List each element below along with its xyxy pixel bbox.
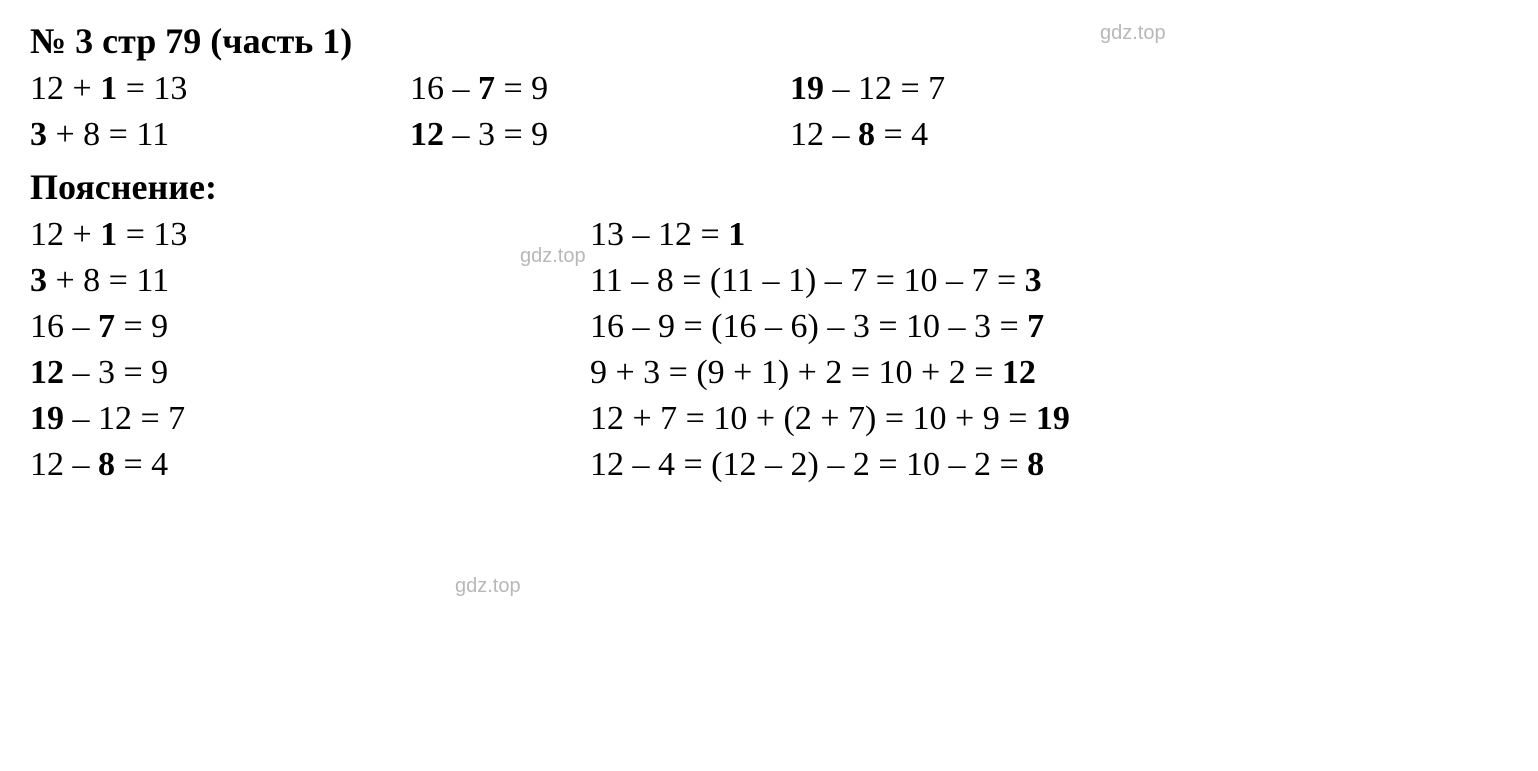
expl-right: 12 – 4 = (12 – 2) – 2 = 10 – 2 = 8 bbox=[550, 446, 1450, 484]
expl-left: 16 – 7 = 9 bbox=[30, 308, 550, 346]
eq-part-c: = 4 bbox=[875, 116, 928, 153]
expl-row: 12 + 1 = 13 13 – 12 = 1 bbox=[30, 216, 1508, 254]
eq-part-b: 3 bbox=[1025, 262, 1042, 299]
expl-right: 12 + 7 = 10 + (2 + 7) = 10 + 9 = 19 bbox=[550, 400, 1450, 438]
eq-part-b: 19 bbox=[790, 70, 824, 107]
eq-part-c: – 3 = 9 bbox=[64, 354, 168, 391]
eq-part-c: = 13 bbox=[117, 70, 187, 107]
expl-right: 11 – 8 = (11 – 1) – 7 = 10 – 7 = 3 bbox=[550, 262, 1450, 300]
eq-cell: 19 – 12 = 7 bbox=[790, 70, 1170, 108]
watermark-bottom: gdz.top bbox=[455, 575, 521, 598]
eq-part-a: 12 – bbox=[790, 116, 858, 153]
eq-part-b: 12 bbox=[1002, 354, 1036, 391]
expl-row: 3 + 8 = 11 11 – 8 = (11 – 1) – 7 = 10 – … bbox=[30, 262, 1508, 300]
eq-part-a: 16 – 9 = (16 – 6) – 3 = 10 – 3 = bbox=[590, 308, 1027, 345]
eq-part-c: = 9 bbox=[495, 70, 548, 107]
eq-part-a: 12 + bbox=[30, 216, 100, 253]
eq-part-b: 12 bbox=[410, 116, 444, 153]
eq-part-a: 12 – 4 = (12 – 2) – 2 = 10 – 2 = bbox=[590, 446, 1027, 483]
expl-right: 9 + 3 = (9 + 1) + 2 = 10 + 2 = 12 bbox=[550, 354, 1450, 392]
eq-part-c: = 4 bbox=[115, 446, 168, 483]
eq-part-b: 7 bbox=[98, 308, 115, 345]
eq-part-c: – 12 = 7 bbox=[824, 70, 945, 107]
eq-part-b: 1 bbox=[100, 216, 117, 253]
eq-part-c: = 13 bbox=[117, 216, 187, 253]
eq-part-b: 1 bbox=[728, 216, 745, 253]
top-row-1: 12 + 1 = 13 16 – 7 = 9 19 – 12 = 7 bbox=[30, 70, 1508, 108]
eq-part-b: 8 bbox=[1027, 446, 1044, 483]
eq-part-c: – 3 = 9 bbox=[444, 116, 548, 153]
explanation-rows: 12 + 1 = 13 13 – 12 = 1 3 + 8 = 11 11 – … bbox=[30, 216, 1508, 484]
expl-row: 16 – 7 = 9 16 – 9 = (16 – 6) – 3 = 10 – … bbox=[30, 308, 1508, 346]
eq-part-a: 12 + bbox=[30, 70, 100, 107]
eq-part-b: 19 bbox=[30, 400, 64, 437]
page-title: № 3 стр 79 (часть 1) bbox=[30, 20, 1508, 62]
eq-part-a: 16 – bbox=[30, 308, 98, 345]
expl-row: 12 – 3 = 9 9 + 3 = (9 + 1) + 2 = 10 + 2 … bbox=[30, 354, 1508, 392]
expl-right: 16 – 9 = (16 – 6) – 3 = 10 – 3 = 7 bbox=[550, 308, 1450, 346]
eq-part-a: 11 – 8 = (11 – 1) – 7 = 10 – 7 = bbox=[590, 262, 1025, 299]
eq-part-b: 3 bbox=[30, 262, 47, 299]
eq-part-a: 13 – 12 = bbox=[590, 216, 728, 253]
eq-cell: 12 – 8 = 4 bbox=[790, 116, 1170, 154]
page-root: gdz.top gdz.top gdz.top № 3 стр 79 (част… bbox=[0, 0, 1538, 504]
expl-left: 12 – 3 = 9 bbox=[30, 354, 550, 392]
eq-part-c: + 8 = 11 bbox=[47, 116, 169, 153]
eq-cell: 12 – 3 = 9 bbox=[410, 116, 790, 154]
expl-right: 13 – 12 = 1 bbox=[550, 216, 1450, 254]
explanation-title: Пояснение: bbox=[30, 166, 1508, 208]
eq-part-b: 8 bbox=[858, 116, 875, 153]
top-equations: 12 + 1 = 13 16 – 7 = 9 19 – 12 = 7 3 + 8… bbox=[30, 70, 1508, 154]
expl-row: 19 – 12 = 7 12 + 7 = 10 + (2 + 7) = 10 +… bbox=[30, 400, 1508, 438]
eq-part-b: 19 bbox=[1036, 400, 1070, 437]
eq-part-b: 7 bbox=[478, 70, 495, 107]
eq-part-b: 7 bbox=[1027, 308, 1044, 345]
eq-part-a: 12 + 7 = 10 + (2 + 7) = 10 + 9 = bbox=[590, 400, 1036, 437]
eq-part-a: 9 + 3 = (9 + 1) + 2 = 10 + 2 = bbox=[590, 354, 1002, 391]
expl-left: 12 + 1 = 13 bbox=[30, 216, 550, 254]
expl-left: 3 + 8 = 11 bbox=[30, 262, 550, 300]
expl-left: 19 – 12 = 7 bbox=[30, 400, 550, 438]
eq-cell: 16 – 7 = 9 bbox=[410, 70, 790, 108]
eq-cell: 3 + 8 = 11 bbox=[30, 116, 410, 154]
eq-part-b: 8 bbox=[98, 446, 115, 483]
eq-part-b: 12 bbox=[30, 354, 64, 391]
eq-part-c: + 8 = 11 bbox=[47, 262, 169, 299]
eq-cell: 12 + 1 = 13 bbox=[30, 70, 410, 108]
eq-part-b: 1 bbox=[100, 70, 117, 107]
eq-part-a: 16 – bbox=[410, 70, 478, 107]
eq-part-c: – 12 = 7 bbox=[64, 400, 185, 437]
expl-row: 12 – 8 = 4 12 – 4 = (12 – 2) – 2 = 10 – … bbox=[30, 446, 1508, 484]
eq-part-a: 12 – bbox=[30, 446, 98, 483]
top-row-2: 3 + 8 = 11 12 – 3 = 9 12 – 8 = 4 bbox=[30, 116, 1508, 154]
eq-part-c: = 9 bbox=[115, 308, 168, 345]
expl-left: 12 – 8 = 4 bbox=[30, 446, 550, 484]
eq-part-b: 3 bbox=[30, 116, 47, 153]
